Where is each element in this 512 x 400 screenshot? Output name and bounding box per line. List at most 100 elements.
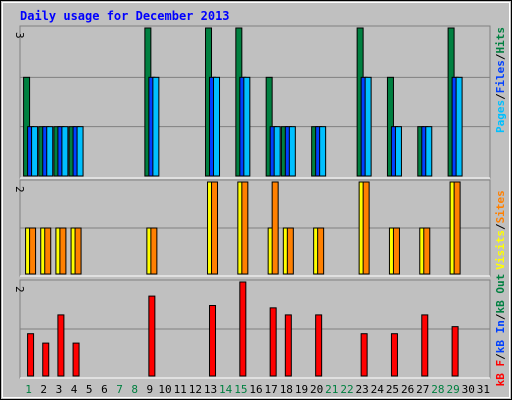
bar	[241, 181, 249, 275]
bar	[315, 314, 323, 377]
chart-title: Daily usage for December 2013	[20, 9, 230, 23]
legend-part: Visits	[494, 230, 507, 270]
x-tick-label: 23	[356, 383, 369, 396]
legend-entry: kB F/kB In/kB Out	[494, 274, 507, 387]
y-max-label: 3	[13, 32, 26, 39]
bar	[425, 126, 433, 177]
panel-kbytes: 2	[13, 279, 491, 379]
bar	[243, 76, 251, 177]
bar	[57, 314, 65, 377]
bar	[273, 126, 281, 177]
x-tick-label: 11	[174, 383, 187, 396]
x-tick-label: 6	[101, 383, 108, 396]
legend-part: Files	[494, 60, 507, 93]
bar	[31, 126, 39, 177]
x-tick-label: 20	[310, 383, 323, 396]
series-sites	[29, 181, 461, 275]
legend-part: Pages	[494, 100, 507, 133]
x-axis-labels: 1 2 3 4 5 6 7 8 9 10 11 12 13 14 15 16 17 18 19 20 21 22 23 24 2…	[25, 383, 490, 396]
x-tick-label: 4	[71, 383, 78, 396]
bar	[211, 181, 219, 275]
bar	[148, 295, 156, 377]
bar	[59, 227, 67, 275]
bar	[72, 342, 80, 377]
x-tick-label: 31	[477, 383, 490, 396]
series-hits	[23, 27, 455, 177]
plot-panels: 3 2 2	[13, 25, 491, 379]
bar	[152, 76, 160, 177]
bar	[286, 227, 294, 275]
bar	[360, 333, 368, 377]
bar	[317, 227, 325, 275]
x-tick-label: 26	[401, 383, 414, 396]
bar	[269, 307, 277, 377]
x-tick-label: 16	[249, 383, 262, 396]
series-pages	[31, 76, 463, 177]
bar	[364, 76, 372, 177]
x-tick-label: 3	[56, 383, 63, 396]
x-tick-label: 19	[295, 383, 308, 396]
legend-part: /	[494, 353, 507, 360]
bar	[74, 227, 82, 275]
bar	[271, 181, 279, 275]
legend-part: kB F	[494, 360, 507, 387]
x-tick-label: 1	[25, 383, 32, 396]
x-tick-label: 24	[371, 383, 385, 396]
bar	[209, 305, 217, 377]
x-tick-label: 13	[204, 383, 217, 396]
bar	[76, 126, 84, 177]
x-tick-label: 5	[86, 383, 93, 396]
x-tick-label: 28	[431, 383, 444, 396]
bar	[421, 314, 429, 377]
bar	[61, 126, 69, 177]
bar	[288, 126, 296, 177]
bar	[455, 76, 463, 177]
x-tick-label: 7	[116, 383, 123, 396]
legend-part: kB In	[494, 320, 507, 353]
x-tick-label: 15	[234, 383, 247, 396]
legend-part: /	[494, 53, 507, 60]
x-tick-label: 17	[265, 383, 278, 396]
y-max-label: 2	[13, 186, 26, 193]
panel-frame	[19, 25, 491, 179]
series-kb-f	[27, 281, 459, 377]
bar	[42, 342, 50, 377]
bar	[213, 76, 221, 177]
bar	[394, 126, 402, 177]
bar	[451, 326, 459, 377]
y-max-label: 2	[13, 286, 26, 293]
x-tick-label: 12	[189, 383, 202, 396]
x-tick-label: 25	[386, 383, 399, 396]
bar	[46, 126, 54, 177]
x-tick-label: 27	[416, 383, 429, 396]
panel-visits-sites: 2	[13, 179, 491, 277]
legend-part: /	[494, 313, 507, 320]
bar	[453, 181, 461, 275]
legend-part: /	[494, 93, 507, 100]
x-tick-label: 21	[325, 383, 338, 396]
x-tick-label: 9	[147, 383, 154, 396]
legend-part: kB Out	[494, 274, 507, 314]
bar	[362, 181, 370, 275]
x-tick-label: 14	[219, 383, 233, 396]
bar	[29, 227, 37, 275]
bar	[27, 333, 35, 377]
panel-hits-files-pages: 3	[13, 25, 491, 179]
bar	[319, 126, 327, 177]
bar	[239, 281, 247, 377]
x-tick-label: 30	[462, 383, 475, 396]
bar	[390, 333, 398, 377]
legend-part: Hits	[494, 27, 507, 54]
x-tick-label: 29	[446, 383, 459, 396]
legend-entry: Pages/Files/Hits	[494, 27, 507, 133]
x-tick-label: 8	[131, 383, 138, 396]
legend-part: /	[494, 223, 507, 230]
bar	[150, 227, 158, 275]
series-visits	[25, 181, 457, 275]
bar	[284, 314, 292, 377]
x-tick-label: 2	[40, 383, 47, 396]
legend-part: Sites	[494, 190, 507, 223]
